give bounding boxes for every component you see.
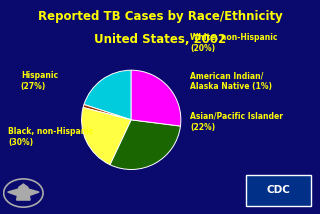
FancyBboxPatch shape bbox=[246, 175, 311, 206]
Text: Asian/Pacific Islander
(22%): Asian/Pacific Islander (22%) bbox=[190, 112, 284, 132]
Text: Reported TB Cases by Race/Ethnicity: Reported TB Cases by Race/Ethnicity bbox=[38, 10, 282, 23]
Polygon shape bbox=[28, 189, 39, 195]
Wedge shape bbox=[82, 107, 131, 165]
Text: Hispanic
(27%): Hispanic (27%) bbox=[21, 71, 58, 91]
Polygon shape bbox=[8, 189, 19, 195]
Wedge shape bbox=[131, 70, 181, 126]
Text: United States, 2002: United States, 2002 bbox=[94, 33, 226, 46]
Text: American Indian/
Alaska Native (1%): American Indian/ Alaska Native (1%) bbox=[190, 71, 272, 91]
Wedge shape bbox=[83, 104, 131, 120]
Polygon shape bbox=[17, 184, 30, 200]
Wedge shape bbox=[110, 120, 180, 169]
Text: CDC: CDC bbox=[267, 186, 290, 195]
Wedge shape bbox=[84, 70, 131, 120]
Text: Black, non-Hispanic
(30%): Black, non-Hispanic (30%) bbox=[8, 127, 93, 147]
Text: White, non-Hispanic
(20%): White, non-Hispanic (20%) bbox=[190, 33, 278, 53]
